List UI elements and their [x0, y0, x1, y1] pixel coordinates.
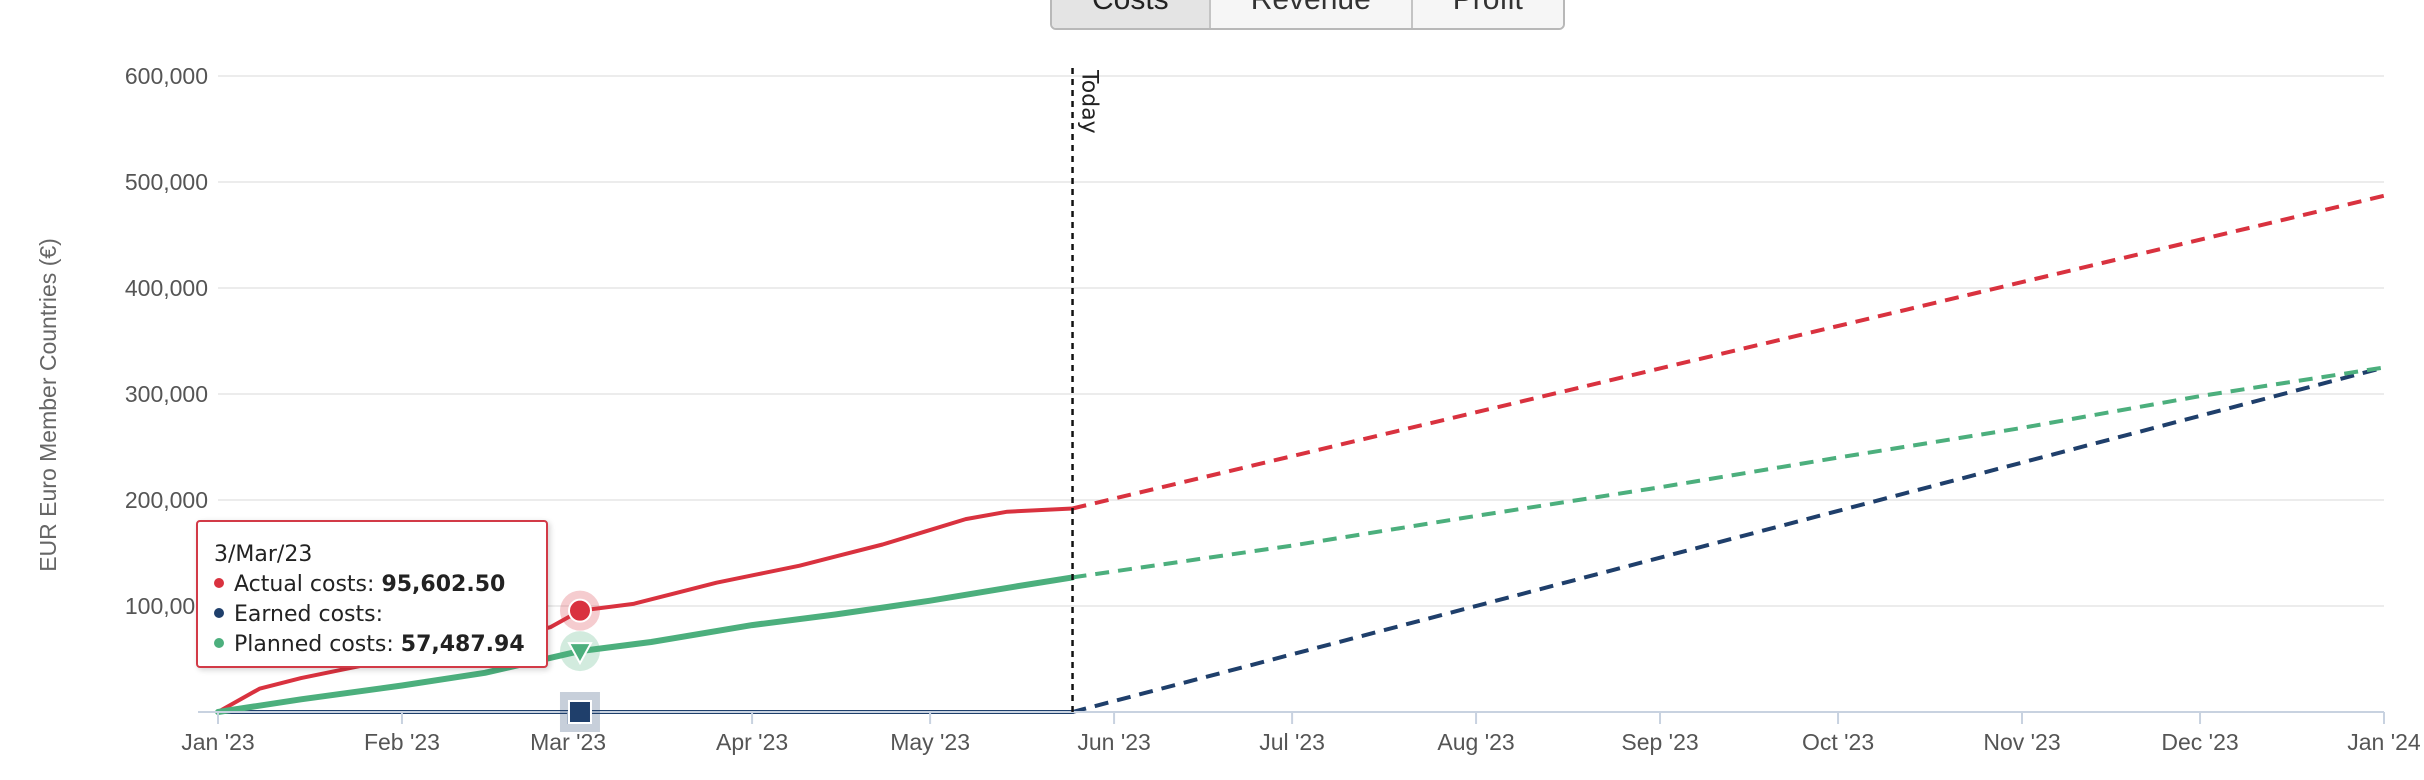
- y-tick-label: 400,000: [125, 275, 208, 301]
- tooltip-date: 3/Mar/23: [214, 542, 313, 567]
- planned-costs-actual-line: [215, 574, 1076, 715]
- tab-costs[interactable]: Costs: [1052, 0, 1211, 28]
- x-tick-label: Jul '23: [1259, 729, 1325, 755]
- earned-dot-icon: [214, 608, 224, 618]
- x-tick-label: Apr '23: [716, 729, 788, 755]
- x-tick-label: May '23: [890, 729, 970, 755]
- marker-layer: Today: [559, 68, 1102, 732]
- planned-costs-forecast-line: [1072, 365, 2385, 580]
- actual-costs-forecast-line: [1072, 193, 2385, 511]
- y-tick-label: 600,000: [125, 63, 208, 89]
- tab-profit[interactable]: Profit: [1412, 0, 1563, 28]
- x-tick-label: Jan '23: [181, 729, 254, 755]
- tab-revenue[interactable]: Revenue: [1210, 0, 1413, 28]
- actual-dot-icon: [214, 578, 224, 588]
- x-tick-label: Mar '23: [530, 729, 606, 755]
- x-tick-label: Aug '23: [1437, 729, 1514, 755]
- y-tick-label: 200,000: [125, 487, 208, 513]
- tooltip-actual-value: 95,602.50: [381, 572, 506, 597]
- grid-layer: [218, 75, 2384, 607]
- x-tick-label: Dec '23: [2161, 729, 2238, 755]
- earned-hover-point: [567, 700, 592, 724]
- x-tick-label: Oct '23: [1802, 729, 1874, 755]
- planned-dot-icon: [214, 638, 224, 648]
- tooltip-row-actual: Actual costs: 95,602.50: [214, 570, 546, 600]
- x-tick-label: Jun '23: [1077, 729, 1150, 755]
- x-tick-label: Feb '23: [364, 729, 440, 755]
- y-tick-label: 500,000: [125, 169, 208, 195]
- x-tick-label: Sep '23: [1621, 729, 1698, 755]
- today-label: Today: [1077, 69, 1102, 134]
- chart-tab-group: Costs Revenue Profit: [1050, 0, 1565, 30]
- tooltip-row-planned: Planned costs: 57,487.94: [214, 630, 546, 660]
- y-tick-label: 300,000: [125, 381, 208, 407]
- tooltip-row-earned: Earned costs:: [214, 600, 546, 630]
- actual-hover-point: [567, 598, 592, 623]
- earned-costs-forecast-line: [1071, 365, 2385, 714]
- tooltip-planned-value: 57,487.94: [400, 632, 525, 657]
- tooltip-actual-label: Actual costs:: [234, 572, 375, 597]
- tooltip-planned-label: Planned costs:: [234, 632, 394, 657]
- tooltip-earned-label: Earned costs:: [234, 602, 383, 627]
- planned-hover-point: [567, 642, 593, 666]
- x-tick-label: Nov '23: [1983, 729, 2060, 755]
- x-tick-label: Jan '24: [2347, 729, 2421, 755]
- y-tick-label: 100,000: [125, 593, 208, 619]
- hover-tooltip: 3/Mar/23 Actual costs: 95,602.50 Earned …: [196, 520, 548, 668]
- y-axis-label: EUR Euro Member Countries (€): [35, 238, 61, 572]
- axis-layer: 100,000 200,000 300,000 400,000 500,000 600,0…: [125, 63, 2421, 755]
